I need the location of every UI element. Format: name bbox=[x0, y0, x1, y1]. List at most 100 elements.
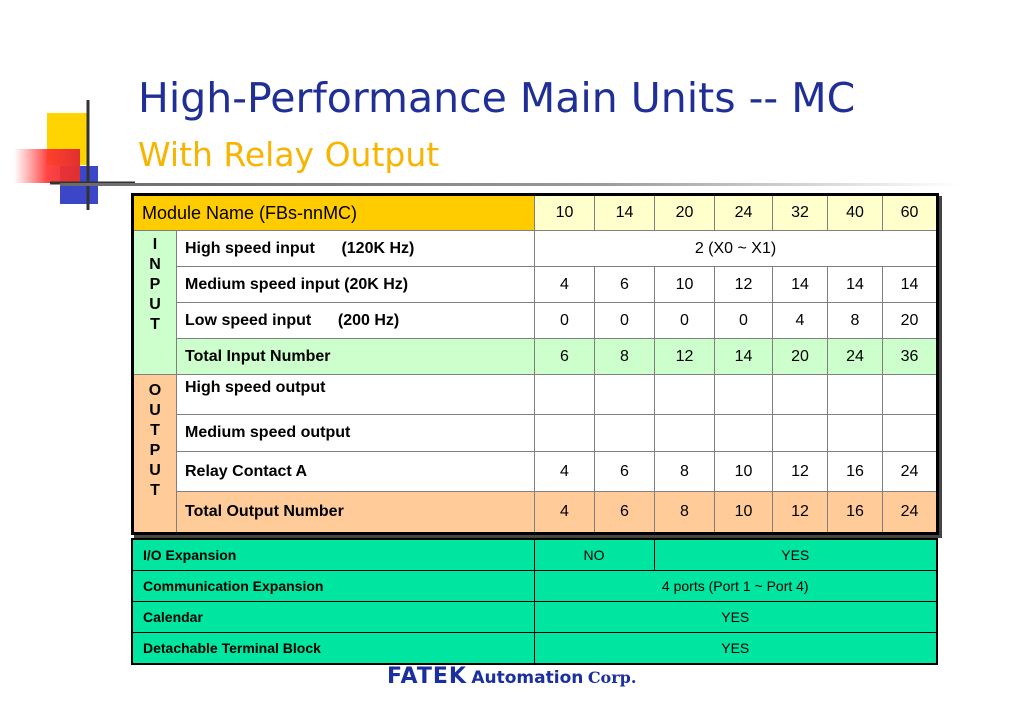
model-cell: 14 bbox=[594, 194, 655, 231]
feature-value: NO bbox=[533, 538, 655, 571]
table-row: O U T P U T High speed output bbox=[132, 374, 938, 534]
model-cell: 24 bbox=[714, 194, 773, 231]
company-footer: FATEK Automation Corp. bbox=[387, 664, 636, 689]
value-cell bbox=[772, 374, 828, 415]
value-cell: 8 bbox=[594, 338, 655, 375]
value-cell: 4 bbox=[534, 491, 595, 534]
module-spec-table: Module Name (FBs-nnMC) 10 14 20 24 32 40… bbox=[131, 193, 939, 535]
value-cell: 16 bbox=[827, 491, 883, 534]
value-cell: 0 bbox=[534, 302, 595, 339]
value-cell bbox=[827, 374, 883, 415]
value-cell: 12 bbox=[714, 266, 773, 303]
header-module-name: Module Name (FBs-nnMC) bbox=[132, 194, 535, 231]
row-label: Medium speed input (20K Hz) bbox=[176, 266, 535, 303]
value-cell: 8 bbox=[827, 302, 883, 339]
feature-value: 4 ports (Port 1 ~ Port 4) bbox=[533, 570, 938, 602]
value-cell: 14 bbox=[827, 266, 883, 303]
table-row: I N P U T High speed input (120K Hz) 2 (… bbox=[132, 230, 938, 375]
high-speed-input-value: 2 (X0 ~ X1) bbox=[534, 230, 938, 267]
row-label: Low speed input (200 Hz) bbox=[176, 302, 535, 339]
row-label: Medium speed output bbox=[176, 414, 535, 452]
value-cell: 6 bbox=[594, 491, 655, 534]
value-cell: 4 bbox=[534, 266, 595, 303]
value-cell bbox=[772, 414, 828, 452]
value-cell bbox=[534, 374, 595, 415]
value-cell bbox=[594, 414, 655, 452]
value-cell: 36 bbox=[882, 338, 938, 375]
value-cell: 8 bbox=[654, 491, 715, 534]
brand-automation: Automation bbox=[471, 668, 584, 688]
value-cell bbox=[534, 414, 595, 452]
value-cell: 14 bbox=[882, 266, 938, 303]
output-category-label: O U T P U T bbox=[132, 374, 177, 534]
row-label: Total Input Number bbox=[176, 338, 535, 375]
value-cell: 20 bbox=[772, 338, 828, 375]
feature-row-terminal-block: Detachable Terminal Block YES bbox=[131, 632, 938, 665]
decorative-corner-graphic bbox=[14, 100, 135, 210]
model-cell: 40 bbox=[827, 194, 883, 231]
value-cell bbox=[882, 374, 938, 415]
feature-value: YES bbox=[533, 601, 938, 633]
value-cell: 10 bbox=[714, 451, 773, 492]
value-cell bbox=[882, 414, 938, 452]
page-title: High-Performance Main Units -- MC bbox=[138, 74, 856, 122]
feature-label: Communication Expansion bbox=[131, 570, 535, 602]
title-divider bbox=[60, 183, 960, 186]
value-cell: 4 bbox=[772, 302, 828, 339]
model-cell: 10 bbox=[534, 194, 595, 231]
row-label: High speed output bbox=[176, 374, 535, 415]
value-cell bbox=[827, 414, 883, 452]
value-cell: 6 bbox=[534, 338, 595, 375]
value-cell: 14 bbox=[772, 266, 828, 303]
value-cell: 6 bbox=[594, 266, 655, 303]
model-cell: 20 bbox=[654, 194, 715, 231]
value-cell: 14 bbox=[714, 338, 773, 375]
table-row: Medium speed output bbox=[133, 414, 938, 452]
value-cell bbox=[654, 374, 715, 415]
header-row: Module Name (FBs-nnMC) 10 14 20 24 32 40… bbox=[132, 194, 938, 231]
brand-name: FATEK bbox=[387, 664, 467, 689]
value-cell: 24 bbox=[882, 451, 938, 492]
feature-table: I/O Expansion NO YES Communication Expan… bbox=[131, 538, 938, 665]
model-cell: 60 bbox=[882, 194, 938, 231]
value-cell: 12 bbox=[772, 491, 828, 534]
feature-row-io-expansion: I/O Expansion NO YES bbox=[131, 538, 938, 571]
brand-corp: Corp. bbox=[587, 668, 637, 687]
table-row: Medium speed input (20K Hz) 4 6 10 12 14… bbox=[133, 266, 938, 303]
table-row-total-input: Total Input Number 6 8 12 14 20 24 36 bbox=[133, 338, 938, 375]
red-bar bbox=[14, 149, 80, 183]
value-cell: 8 bbox=[654, 451, 715, 492]
value-cell: 0 bbox=[654, 302, 715, 339]
value-cell bbox=[654, 414, 715, 452]
value-cell bbox=[594, 374, 655, 415]
row-label: Relay Contact A bbox=[176, 451, 535, 492]
value-cell: 0 bbox=[714, 302, 773, 339]
value-cell: 24 bbox=[827, 338, 883, 375]
feature-row-calendar: Calendar YES bbox=[131, 601, 938, 633]
table-row: Low speed input (200 Hz) 0 0 0 0 4 8 20 bbox=[133, 302, 938, 339]
row-label: High speed input (120K Hz) bbox=[176, 230, 535, 267]
value-cell: 6 bbox=[594, 451, 655, 492]
table-row: Relay Contact A 4 6 8 10 12 16 24 bbox=[133, 451, 938, 492]
feature-value: YES bbox=[533, 632, 938, 665]
value-cell: 24 bbox=[882, 491, 938, 534]
feature-value: YES bbox=[653, 538, 938, 571]
table-row-total-output: Total Output Number 4 6 8 10 12 16 24 bbox=[133, 491, 938, 534]
model-cell: 32 bbox=[772, 194, 828, 231]
value-cell bbox=[714, 374, 773, 415]
feature-label: Calendar bbox=[131, 601, 535, 633]
feature-label: I/O Expansion bbox=[131, 538, 535, 571]
feature-row-communication: Communication Expansion 4 ports (Port 1 … bbox=[131, 570, 938, 602]
value-cell: 12 bbox=[654, 338, 715, 375]
value-cell: 20 bbox=[882, 302, 938, 339]
page-subtitle: With Relay Output bbox=[138, 135, 440, 174]
value-cell: 0 bbox=[594, 302, 655, 339]
row-label: Total Output Number bbox=[176, 491, 535, 534]
value-cell: 10 bbox=[714, 491, 773, 534]
value-cell: 16 bbox=[827, 451, 883, 492]
value-cell: 10 bbox=[654, 266, 715, 303]
input-category-label: I N P U T bbox=[132, 230, 177, 375]
value-cell: 12 bbox=[772, 451, 828, 492]
feature-label: Detachable Terminal Block bbox=[131, 632, 535, 665]
value-cell bbox=[714, 414, 773, 452]
